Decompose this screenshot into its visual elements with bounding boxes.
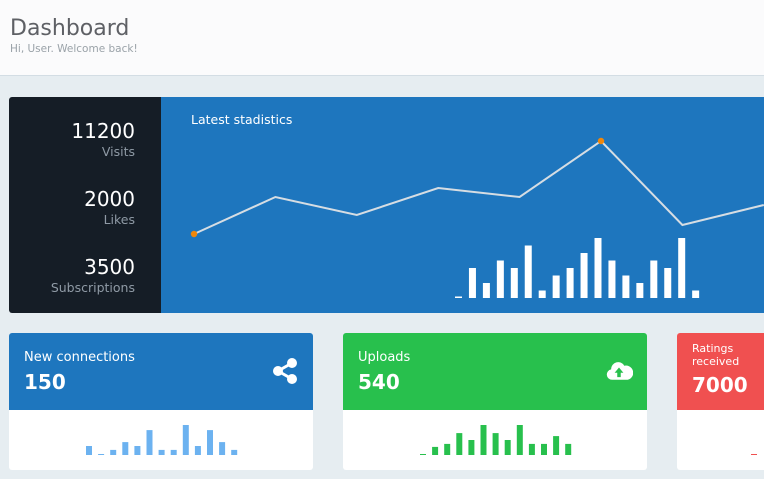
bar xyxy=(622,275,630,298)
highlight-point xyxy=(190,230,198,238)
card-uploads: Uploads 540 xyxy=(343,333,647,470)
stat-visits: 11200 Visits xyxy=(71,119,135,159)
mini-bar xyxy=(194,446,201,455)
statistics-svg xyxy=(190,137,764,298)
mini-bar xyxy=(565,443,572,455)
bar xyxy=(692,290,700,298)
mini-bar-chart xyxy=(751,454,757,455)
card-ratings: Ratings received 7000 xyxy=(677,333,764,470)
stat-label: Visits xyxy=(101,144,135,159)
mini-bar xyxy=(553,436,560,455)
bar xyxy=(538,290,546,298)
page-header: Dashboard Hi, User. Welcome back! xyxy=(0,0,764,76)
stat-value: 2000 xyxy=(84,187,135,211)
mini-bar xyxy=(110,449,117,455)
card-value: 150 xyxy=(24,370,66,394)
bar xyxy=(482,283,490,298)
cloud-upload-icon[interactable] xyxy=(605,357,633,385)
stat-value: 3500 xyxy=(84,255,135,279)
bar xyxy=(636,283,644,298)
chart-title: Latest stadistics xyxy=(191,112,293,127)
mini-bar xyxy=(480,425,487,455)
bar xyxy=(580,253,588,298)
card-value: 7000 xyxy=(692,373,748,397)
card-new-connections: New connections 150 xyxy=(9,333,313,470)
stats-panel: 11200 Visits 2000 Likes 3500 Subscriptions xyxy=(9,97,161,313)
share-icon[interactable] xyxy=(271,357,299,385)
welcome-message: Hi, User. Welcome back! xyxy=(10,43,138,55)
mini-bar xyxy=(492,433,499,455)
bar xyxy=(552,275,560,298)
mini-bar xyxy=(86,446,92,455)
stat-label: Likes xyxy=(103,212,135,227)
mini-bar xyxy=(456,433,463,455)
card-label: New connections xyxy=(24,350,135,365)
series-line xyxy=(193,139,764,235)
bar xyxy=(496,260,504,298)
card-label: Uploads xyxy=(358,350,411,365)
bar xyxy=(678,238,686,298)
page-title: Dashboard xyxy=(10,16,130,41)
mini-bar xyxy=(751,454,757,455)
mini-bar xyxy=(468,440,475,455)
mini-bar-chart xyxy=(86,425,238,455)
mini-bar xyxy=(444,443,451,455)
stat-subscriptions: 3500 Subscriptions xyxy=(51,255,135,295)
bar xyxy=(524,245,532,298)
mini-bar xyxy=(146,430,153,455)
card-label: Ratings received xyxy=(692,342,740,368)
bar xyxy=(664,268,672,298)
mini-bar xyxy=(122,442,129,455)
mini-bar xyxy=(432,446,439,455)
latest-statistics-chart: Latest stadistics xyxy=(161,97,764,313)
mini-bar xyxy=(207,430,213,455)
card-value: 540 xyxy=(358,370,400,394)
mini-bar xyxy=(504,440,511,455)
mini-bar xyxy=(98,454,105,455)
mini-bar xyxy=(134,446,141,455)
mini-bar xyxy=(541,443,547,455)
bar xyxy=(594,238,602,298)
mini-bar xyxy=(182,425,189,455)
mini-bar xyxy=(170,449,177,455)
mini-bar-chart xyxy=(420,425,572,455)
mini-bar xyxy=(231,449,238,455)
mini-bar xyxy=(528,443,535,455)
stat-likes: 2000 Likes xyxy=(84,187,135,227)
bar xyxy=(650,260,658,298)
mini-bar xyxy=(420,454,426,455)
bar xyxy=(468,268,476,298)
stat-label: Subscriptions xyxy=(50,280,135,295)
mini-bar xyxy=(516,425,523,455)
mini-bar xyxy=(219,442,226,455)
bar xyxy=(566,268,574,298)
mini-bar xyxy=(158,449,165,455)
bar xyxy=(608,260,616,298)
stat-value: 11200 xyxy=(71,119,135,143)
bar xyxy=(455,296,462,298)
bar xyxy=(510,268,518,298)
highlight-point xyxy=(597,137,605,145)
